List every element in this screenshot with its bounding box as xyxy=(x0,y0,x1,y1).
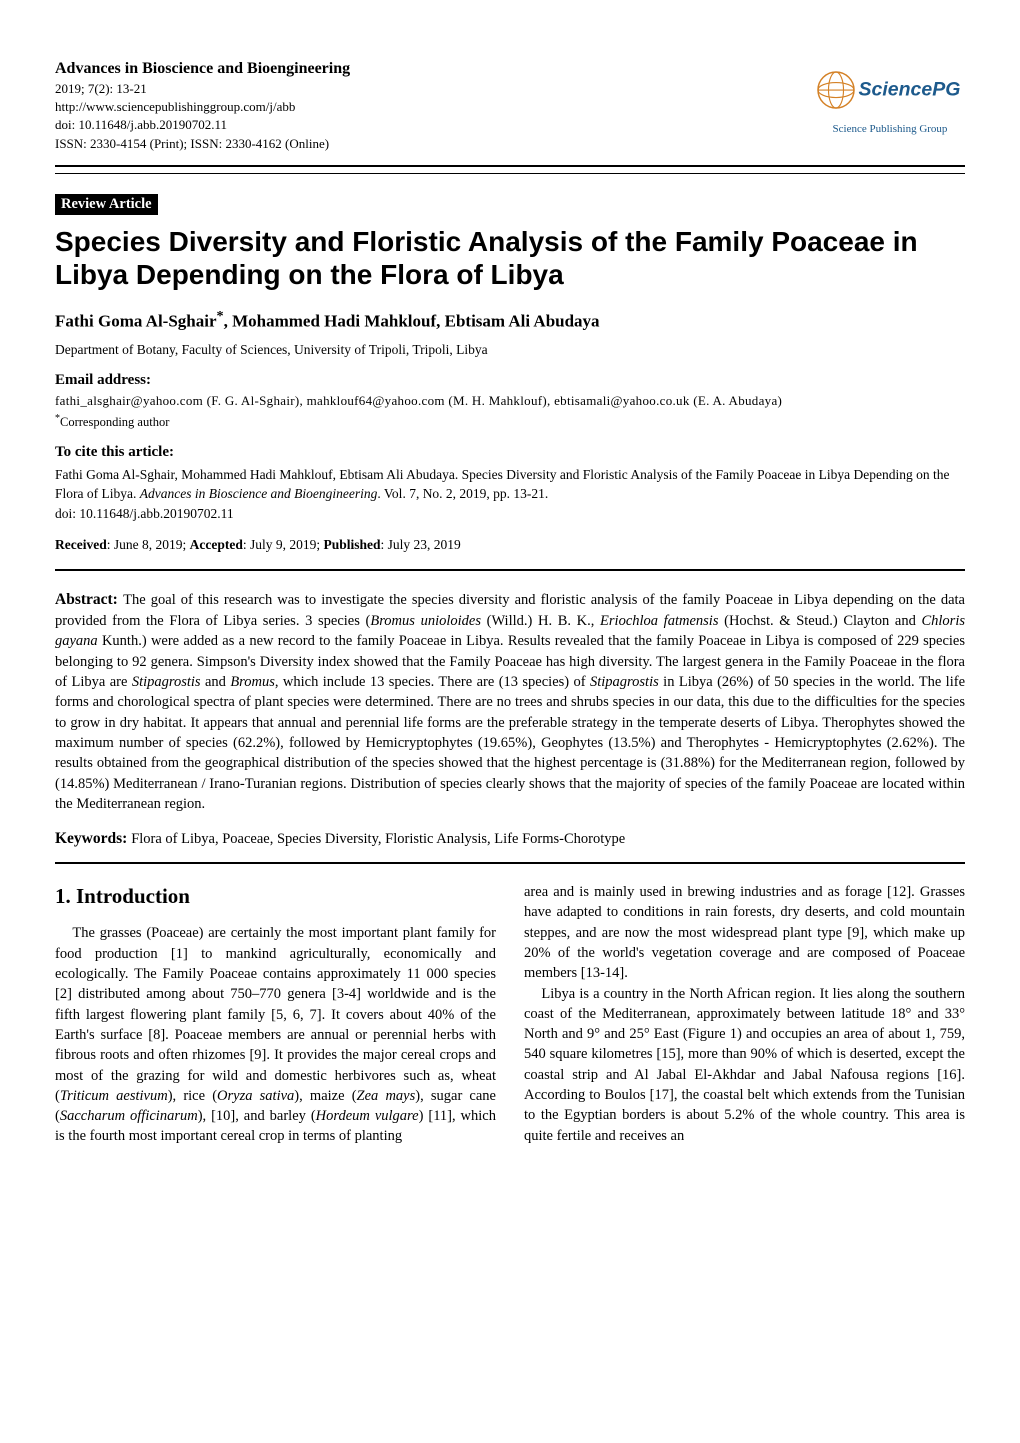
intro-i5: Hordeum vulgare xyxy=(316,1108,419,1124)
email-label: Email address: xyxy=(55,372,965,389)
abstract-t2: (Willd.) H. B. K., xyxy=(481,613,600,629)
author-sup: * xyxy=(217,308,224,324)
divider-before-abstract xyxy=(55,569,965,571)
intro-i3: Zea mays xyxy=(357,1088,416,1104)
article-title: Species Diversity and Floristic Analysis… xyxy=(55,225,965,292)
cite-doi: doi: 10.11648/j.abb.20190702.11 xyxy=(55,506,234,521)
abstract-t7: in Libya (26%) of 50 species in the worl… xyxy=(55,674,965,812)
abstract-t3: (Hochst. & Steud.) Clayton and xyxy=(718,613,921,629)
intro-t2: ), rice ( xyxy=(168,1088,217,1104)
intro-paragraph-2: Libya is a country in the North African … xyxy=(524,984,965,1146)
abstract-i1: Bromus unioloides xyxy=(370,613,481,629)
page-header: Advances in Bioscience and Bioengineerin… xyxy=(55,60,965,167)
intro-i1: Triticum aestivum xyxy=(60,1088,168,1104)
publisher-slogan: Science Publishing Group xyxy=(833,123,948,135)
header-divider xyxy=(55,173,965,174)
abstract-label: Abstract: xyxy=(55,591,123,608)
abstract-t6: , which include 13 species. There are (1… xyxy=(275,674,590,690)
journal-name: Advances in Bioscience and Bioengineerin… xyxy=(55,60,815,78)
keywords-text: Flora of Libya, Poaceae, Species Diversi… xyxy=(131,831,625,847)
intro-heading: 1. Introduction xyxy=(55,882,496,911)
abstract-i5: Bromus xyxy=(230,674,275,690)
sciencepg-logo-icon: SciencePG xyxy=(815,60,965,120)
cite-journal: Advances in Bioscience and Bioengineerin… xyxy=(140,486,378,501)
email-line: fathi_alsghair@yahoo.com (F. G. Al-Sghai… xyxy=(55,393,965,409)
intro-t5: ), [10], and barley ( xyxy=(198,1108,316,1124)
corresponding-text: Corresponding author xyxy=(60,415,169,429)
keywords-block: Keywords: Flora of Libya, Poaceae, Speci… xyxy=(55,830,965,848)
svg-text:SciencePG: SciencePG xyxy=(859,78,961,100)
journal-url: http://www.sciencepublishinggroup.com/j/… xyxy=(55,98,815,116)
accepted-date: : July 9, 2019; xyxy=(243,537,324,552)
keywords-label: Keywords: xyxy=(55,830,131,847)
two-column-body: 1. Introduction The grasses (Poaceae) ar… xyxy=(55,882,965,1147)
authors-rest: , Mohammed Hadi Mahklouf, Ebtisam Ali Ab… xyxy=(224,312,600,331)
intro-t1: The grasses (Poaceae) are certainly the … xyxy=(55,925,496,1103)
column-left: 1. Introduction The grasses (Poaceae) ar… xyxy=(55,882,496,1147)
abstract-t5: and xyxy=(201,674,231,690)
intro-i2: Oryza sativa xyxy=(217,1088,294,1104)
journal-meta-block: Advances in Bioscience and Bioengineerin… xyxy=(55,60,815,153)
journal-issue: 2019; 7(2): 13-21 xyxy=(55,80,815,98)
intro-paragraph-1: The grasses (Poaceae) are certainly the … xyxy=(55,923,496,1146)
cite-tail: . Vol. 7, No. 2, 2019, pp. 13-21. xyxy=(377,486,548,501)
author-primary: Fathi Goma Al-Sghair xyxy=(55,312,217,331)
corresponding-author: *Corresponding author xyxy=(55,413,965,430)
intro-t3: ), maize ( xyxy=(294,1088,356,1104)
abstract-i6: Stipagrostis xyxy=(590,674,659,690)
citation-block: Fathi Goma Al-Sghair, Mohammed Hadi Mahk… xyxy=(55,465,965,524)
affiliation: Department of Botany, Faculty of Science… xyxy=(55,342,965,358)
abstract-i4: Stipagrostis xyxy=(132,674,201,690)
received-label: Received xyxy=(55,537,107,552)
received-date: : June 8, 2019; xyxy=(107,537,190,552)
intro-paragraph-1-cont: area and is mainly used in brewing indus… xyxy=(524,882,965,983)
publisher-logo: SciencePG Science Publishing Group xyxy=(815,60,965,135)
dates-line: Received: June 8, 2019; Accepted: July 9… xyxy=(55,537,965,553)
abstract-i2: Eriochloa fatmensis xyxy=(600,613,718,629)
article-type-badge: Review Article xyxy=(55,194,158,215)
cite-label: To cite this article: xyxy=(55,444,965,461)
divider-after-keywords xyxy=(55,862,965,864)
journal-doi: doi: 10.11648/j.abb.20190702.11 xyxy=(55,116,815,134)
column-right: area and is mainly used in brewing indus… xyxy=(524,882,965,1147)
journal-issn: ISSN: 2330-4154 (Print); ISSN: 2330-4162… xyxy=(55,135,815,153)
accepted-label: Accepted xyxy=(190,537,243,552)
authors-line: Fathi Goma Al-Sghair*, Mohammed Hadi Mah… xyxy=(55,308,965,332)
abstract-block: Abstract: The goal of this research was … xyxy=(55,589,965,814)
published-label: Published xyxy=(323,537,380,552)
published-date: : July 23, 2019 xyxy=(381,537,461,552)
intro-i4: Saccharum officinarum xyxy=(60,1108,198,1124)
